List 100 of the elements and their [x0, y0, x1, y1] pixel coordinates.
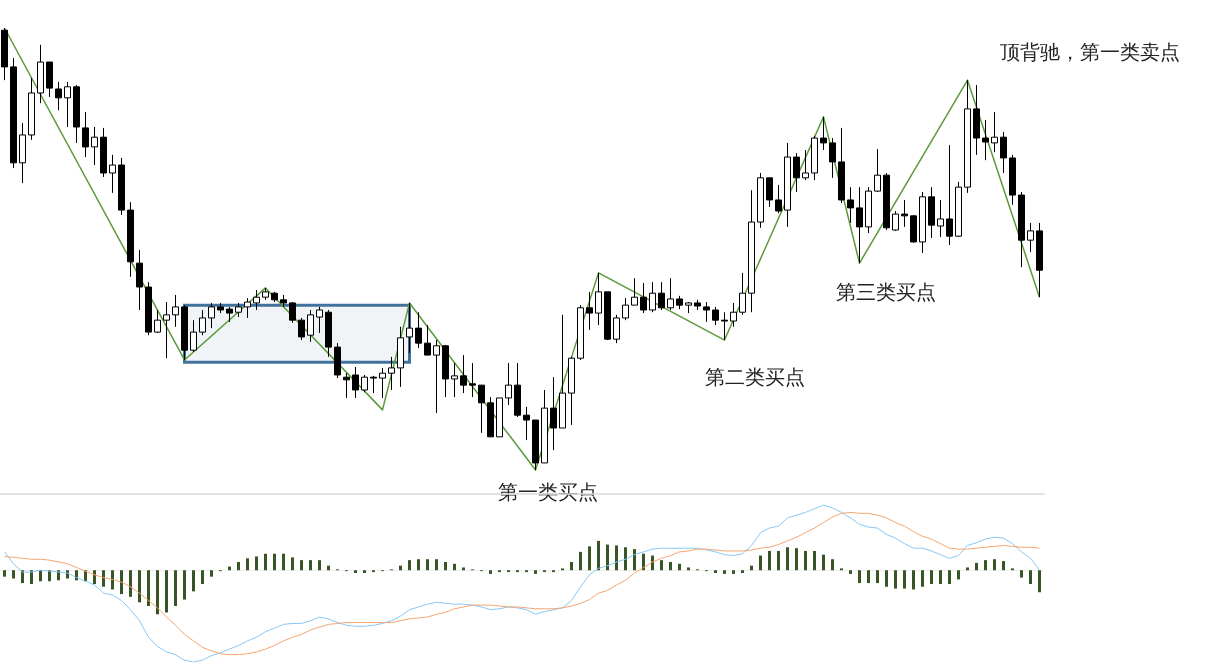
bar: [291, 557, 294, 571]
candlestick: [757, 172, 764, 229]
bar: [426, 559, 429, 571]
bar: [273, 553, 276, 571]
candlestick: [631, 277, 638, 306]
bar: [489, 570, 492, 574]
bar: [300, 560, 303, 571]
bar: [453, 563, 456, 571]
candlestick: [73, 84, 80, 144]
bar: [1029, 570, 1032, 584]
candlestick: [541, 389, 548, 464]
bar: [930, 570, 933, 584]
bar: [1002, 561, 1005, 571]
candlestick: [145, 281, 152, 336]
bar: [435, 559, 438, 571]
candlestick: [10, 57, 17, 169]
candlestick: [568, 356, 575, 426]
bar: [633, 549, 636, 571]
candlestick: [19, 122, 26, 184]
candlestick: [1027, 222, 1034, 253]
bar: [723, 570, 726, 574]
bar: [948, 570, 951, 584]
candlestick: [172, 294, 179, 328]
bar: [282, 553, 285, 571]
annotation: 第二类买点: [705, 366, 805, 388]
bar: [588, 546, 591, 571]
bar: [759, 555, 762, 571]
candlestick: [46, 61, 53, 98]
bar: [318, 560, 321, 571]
candlestick: [523, 406, 530, 441]
bar: [12, 570, 15, 579]
candlestick: [235, 302, 242, 318]
candlestick: [991, 111, 998, 153]
candlestick: [55, 81, 62, 111]
candlestick: [766, 177, 773, 208]
bar: [912, 570, 915, 590]
bar: [939, 570, 942, 584]
candlestick: [703, 301, 710, 323]
candlestick: [649, 281, 656, 313]
candlestick: [253, 289, 260, 311]
candlestick: [379, 367, 386, 399]
bar: [867, 570, 870, 584]
bar: [660, 560, 663, 571]
bar: [795, 548, 798, 571]
bar: [102, 570, 105, 587]
candlestick: [577, 304, 584, 361]
bar: [615, 545, 618, 571]
bar: [732, 570, 735, 574]
candlestick: [199, 309, 206, 336]
candlestick: [226, 306, 233, 323]
candlestick: [262, 287, 269, 301]
candlestick: [451, 362, 458, 398]
candlestick: [244, 297, 251, 319]
bar: [831, 559, 834, 571]
bar: [3, 570, 6, 577]
candlestick: [433, 339, 440, 414]
candlestick: [784, 142, 791, 228]
candlestick: [901, 199, 908, 228]
candlestick: [37, 44, 44, 104]
candlestick: [667, 277, 674, 311]
candlestick: [946, 144, 953, 246]
candlestick: [964, 79, 971, 194]
candlestick: [793, 152, 800, 193]
bar: [174, 570, 177, 607]
candlestick: [919, 191, 926, 254]
candlestick: [1, 27, 8, 81]
candlestick: [532, 419, 539, 471]
bar: [534, 570, 537, 574]
candlestick: [271, 291, 278, 303]
bar: [417, 559, 420, 571]
bar: [993, 559, 996, 571]
candlestick: [109, 154, 116, 194]
bar: [624, 547, 627, 571]
candlestick: [1036, 222, 1043, 298]
candlestick: [64, 81, 71, 128]
candlestick: [928, 186, 935, 239]
bar: [39, 570, 42, 582]
candlestick: [586, 291, 593, 331]
bar: [813, 550, 816, 571]
bar: [597, 540, 600, 571]
candlestick: [514, 362, 521, 418]
candlestick: [829, 137, 836, 179]
candlestick: [775, 184, 782, 214]
bar: [579, 551, 582, 571]
bar: [183, 570, 186, 600]
bar: [1038, 570, 1041, 593]
candlestick: [739, 272, 746, 316]
bar: [147, 570, 150, 607]
annotation: 顶背驰，第一类卖点: [1000, 41, 1180, 63]
candlestick: [550, 376, 557, 451]
candlestick: [154, 309, 161, 334]
candlestick: [469, 362, 476, 398]
candlestick: [604, 291, 611, 341]
candlestick: [820, 116, 827, 151]
bar: [849, 570, 852, 574]
candlestick: [127, 201, 134, 278]
candlestick: [694, 299, 701, 311]
bar: [156, 570, 159, 615]
bar: [129, 570, 132, 597]
candlestick: [91, 126, 98, 166]
